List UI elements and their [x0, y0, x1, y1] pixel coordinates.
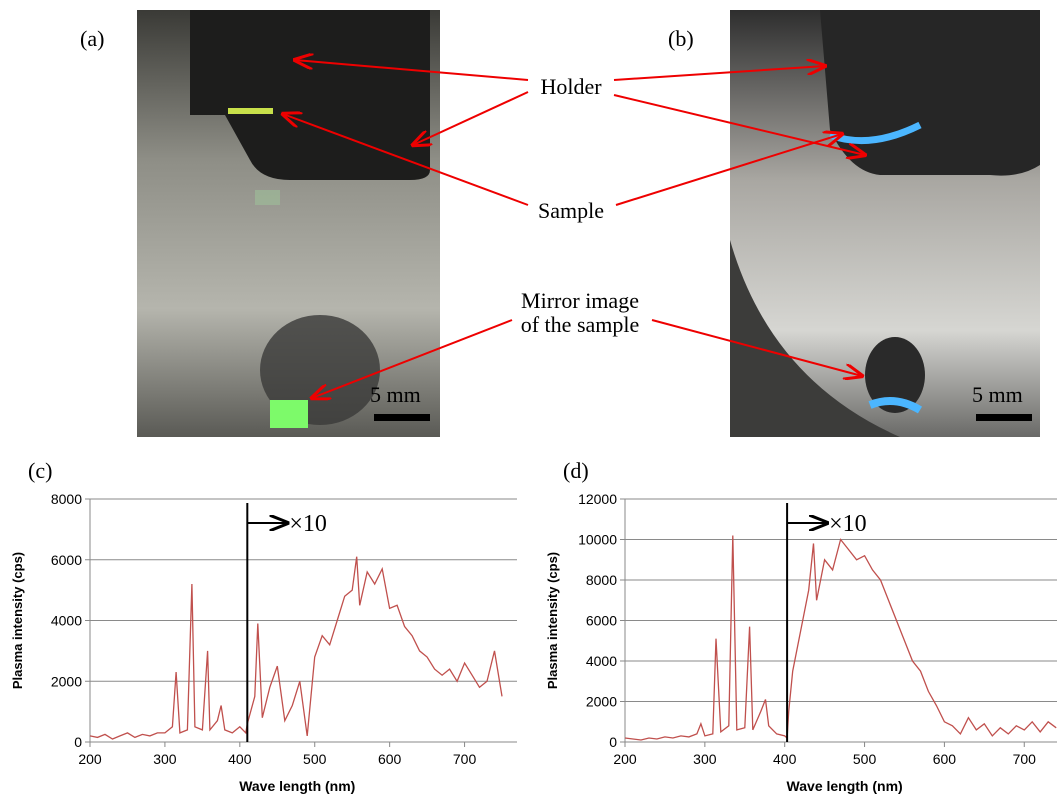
data-line	[624, 535, 1057, 741]
y-axis-label: Plasma intensity (cps)	[545, 552, 560, 689]
x-tick-label: 700	[1013, 751, 1037, 767]
x-tick-label: 200	[78, 751, 102, 767]
scale-bar	[374, 414, 430, 421]
y-tick-label: 0	[609, 734, 617, 750]
x-tick-label: 200	[613, 751, 637, 767]
y-tick-label: 12000	[578, 491, 617, 507]
x-tick-label: 300	[693, 751, 717, 767]
y-tick-label: 8000	[51, 491, 82, 507]
annotation: Sample	[538, 198, 604, 223]
x-tick-label: 500	[853, 751, 877, 767]
annotation: Holder	[540, 74, 602, 99]
x-axis-label: Wave length (nm)	[239, 778, 355, 794]
y-tick-label: 10000	[578, 532, 617, 548]
panel-label: (d)	[563, 458, 589, 483]
x-axis-label: Wave length (nm)	[787, 778, 903, 794]
x-tick-label: 400	[773, 751, 797, 767]
panel-label: (a)	[80, 26, 104, 51]
y-tick-label: 2000	[51, 673, 82, 689]
scale-label: 5 mm	[370, 382, 421, 407]
panel-label: (b)	[668, 26, 694, 51]
annotation: ×10	[829, 511, 867, 537]
x-tick-label: 600	[378, 751, 402, 767]
arrows	[283, 60, 865, 398]
x-tick-label: 700	[453, 751, 477, 767]
x-tick-label: 500	[303, 751, 327, 767]
y-tick-label: 8000	[586, 572, 617, 588]
annotation: Mirror image	[521, 288, 639, 313]
panel-label: (c)	[28, 458, 52, 483]
scale-label: 5 mm	[972, 382, 1023, 407]
y-tick-label: 6000	[51, 552, 82, 568]
y-tick-label: 0	[74, 734, 82, 750]
y-tick-label: 4000	[586, 653, 617, 669]
y-tick-label: 2000	[586, 694, 617, 710]
x-tick-label: 400	[228, 751, 252, 767]
y-tick-label: 4000	[51, 613, 82, 629]
photo-b	[730, 10, 1040, 437]
x-tick-label: 300	[153, 751, 177, 767]
scale-bar	[976, 414, 1032, 421]
annotation: ×10	[289, 511, 327, 537]
y-tick-label: 6000	[586, 613, 617, 629]
x-tick-label: 600	[933, 751, 957, 767]
data-line	[89, 556, 503, 740]
y-axis-label: Plasma intensity (cps)	[10, 552, 25, 689]
annotation: of the sample	[521, 312, 640, 337]
photo-a	[137, 10, 440, 437]
